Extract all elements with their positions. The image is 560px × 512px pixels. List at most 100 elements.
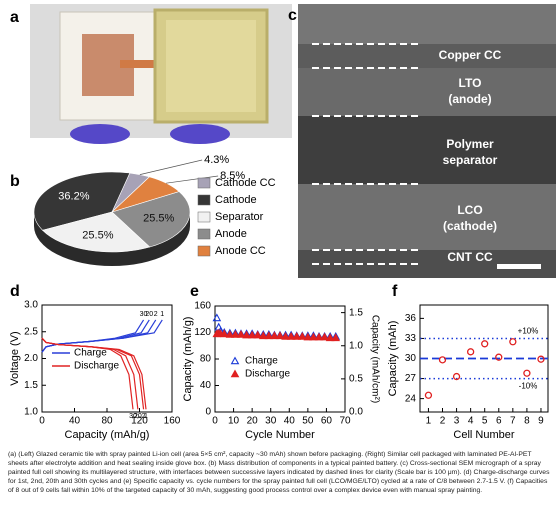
pie-value-label: 36.2% xyxy=(58,191,89,203)
y-tick-label: 3.0 xyxy=(24,300,38,311)
point xyxy=(286,331,296,340)
point xyxy=(275,331,285,340)
y2-tick-label: 1.5 xyxy=(349,307,363,318)
point xyxy=(466,348,475,356)
curve-label: 2 xyxy=(142,413,146,420)
y-axis-label: Voltage (V) xyxy=(9,331,21,385)
x-tick-label: 10 xyxy=(228,416,240,427)
x-tick-label: 5 xyxy=(482,416,488,427)
y-tick-label: 40 xyxy=(200,380,212,391)
pie-value-label: 25.5% xyxy=(82,230,113,242)
x-axis-label: Capacity (mAh/g) xyxy=(65,429,150,441)
y2-tick-label: 1.0 xyxy=(349,340,363,351)
legend-label: Cathode xyxy=(215,194,257,206)
legend-marker xyxy=(230,369,240,378)
x-tick-label: 9 xyxy=(538,416,544,427)
legend-label: Charge xyxy=(245,356,278,367)
x-tick-label: 1 xyxy=(426,416,432,427)
y-tick-label: 1.5 xyxy=(24,380,38,391)
point xyxy=(303,332,313,341)
pie-slice xyxy=(111,176,180,213)
point xyxy=(253,330,263,339)
point xyxy=(219,329,229,338)
pie-slice xyxy=(42,211,151,253)
point xyxy=(236,329,246,338)
x-axis-label: Cell Number xyxy=(453,429,514,441)
panel-label: d xyxy=(10,283,20,300)
y-tick-label: 24 xyxy=(405,393,417,404)
legend-swatch xyxy=(197,245,211,257)
layer-label: Polymer xyxy=(446,137,494,151)
point xyxy=(314,332,324,341)
pie-value-label: 4.3% xyxy=(204,154,229,166)
point xyxy=(309,332,318,341)
x-tick-label: 2 xyxy=(440,416,446,427)
panel-label: b xyxy=(10,173,20,190)
x-tick-label: 4 xyxy=(468,416,474,427)
point xyxy=(264,331,274,340)
point xyxy=(212,313,222,322)
x-tick-label: 7 xyxy=(510,416,516,427)
photo-a xyxy=(30,4,292,144)
x-tick-label: 3 xyxy=(454,416,460,427)
leader-line xyxy=(166,175,219,184)
point xyxy=(258,331,268,340)
curve-label: 30 xyxy=(140,311,148,318)
point xyxy=(481,340,489,348)
y-tick-label: 36 xyxy=(405,313,417,324)
point xyxy=(242,330,251,339)
figure: a b c Copper CC LTO (anode) Polymer sepa… xyxy=(9,4,556,441)
legend-swatch xyxy=(197,177,211,189)
curve xyxy=(41,337,134,410)
x-tick-label: 6 xyxy=(496,416,502,427)
curve-label: 20 xyxy=(145,311,153,318)
y-axis-label: Capacity (mAh/g) xyxy=(182,317,194,402)
legend-marker xyxy=(230,356,240,365)
y2-tick-label: 0.0 xyxy=(349,407,363,418)
x-tick-label: 160 xyxy=(164,416,181,427)
point xyxy=(424,391,433,399)
x-tick-label: 60 xyxy=(321,416,333,427)
legend-swatch xyxy=(197,194,211,206)
y-tick-label: 27 xyxy=(405,373,417,384)
y-tick-label: 1.0 xyxy=(24,407,38,418)
x-tick-label: 30 xyxy=(265,416,277,427)
x-tick-label: 40 xyxy=(69,416,81,427)
point xyxy=(281,331,290,340)
y-tick-label: 0 xyxy=(205,407,211,418)
reference-label: -10% xyxy=(519,382,538,391)
curve-label: 30 xyxy=(129,413,137,420)
x-tick-label: 120 xyxy=(131,416,148,427)
point xyxy=(331,333,341,342)
point xyxy=(537,355,545,363)
point xyxy=(438,356,447,364)
point xyxy=(325,333,335,342)
y2-tick-label: 0.5 xyxy=(349,374,363,385)
plot-frame xyxy=(41,304,173,413)
layer-label: LCO xyxy=(457,203,482,217)
x-tick-label: 50 xyxy=(302,416,314,427)
curve-label: 20 xyxy=(134,413,142,420)
point xyxy=(523,369,531,377)
y-tick-label: 30 xyxy=(405,353,417,364)
point xyxy=(452,372,461,381)
layer-label: separator xyxy=(443,153,498,167)
legend-label: Anode CC xyxy=(215,245,266,257)
curve-label: 1 xyxy=(160,311,164,318)
legend-label: Separator xyxy=(215,211,264,223)
sem-image xyxy=(298,4,556,278)
curve-label: 1 xyxy=(144,413,148,420)
pie-value-label: 8.5% xyxy=(220,170,245,182)
y-tick-label: 80 xyxy=(200,354,212,365)
x-tick-label: 70 xyxy=(339,416,351,427)
panel-label: e xyxy=(190,283,199,300)
curve-label: 2 xyxy=(154,311,158,318)
layer-label: Copper CC xyxy=(439,48,502,62)
curve xyxy=(41,319,145,353)
pie-slice xyxy=(111,191,191,248)
reference-label: +10% xyxy=(518,327,539,336)
point xyxy=(297,331,307,340)
x-tick-label: 80 xyxy=(101,416,113,427)
caption: (a) (Left) Glazed ceramic tile with spra… xyxy=(8,451,550,494)
